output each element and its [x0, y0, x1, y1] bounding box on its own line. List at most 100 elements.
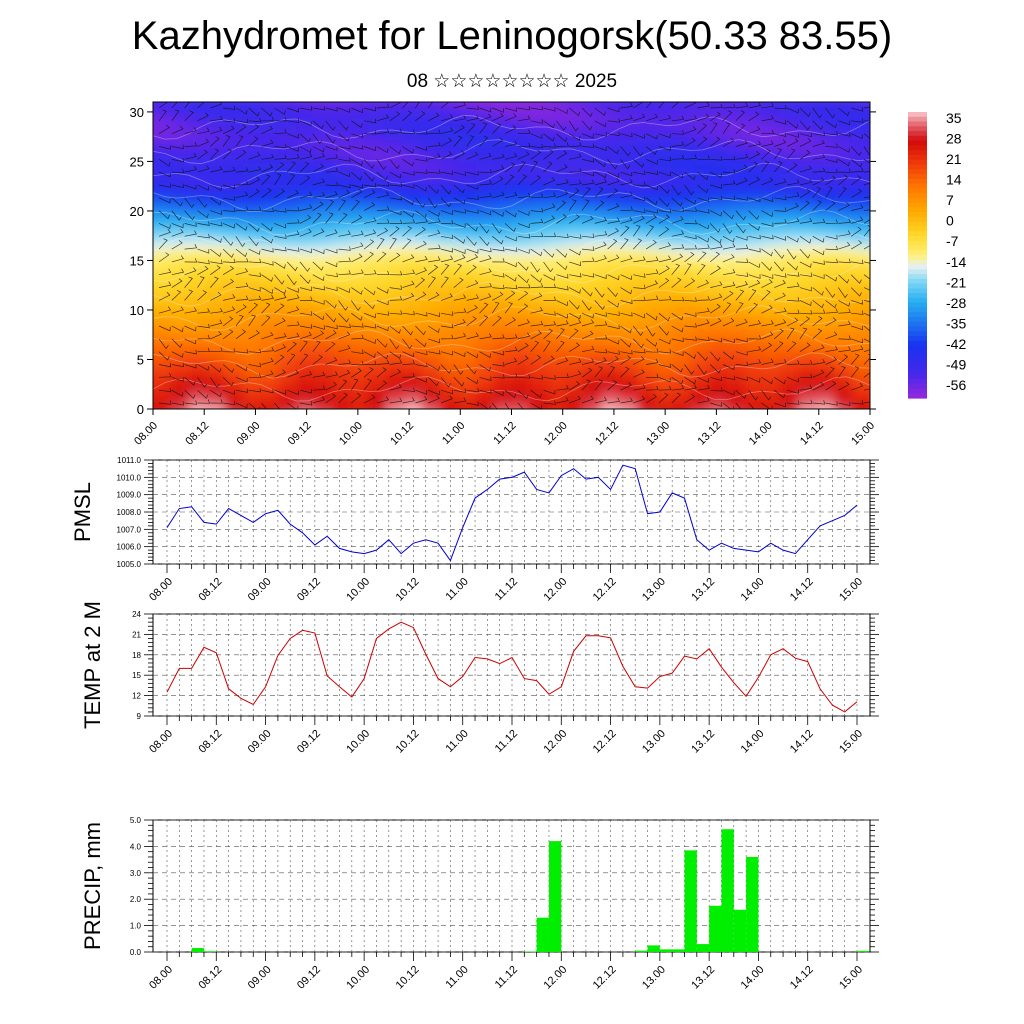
- heatmap-cell: [672, 362, 692, 372]
- wind-barb: [261, 302, 271, 314]
- wind-barb: [697, 319, 710, 327]
- wind-barb: [184, 184, 197, 190]
- colorbar-swatch: [908, 355, 927, 361]
- wind-barb: [351, 393, 362, 404]
- wind-barb: [325, 229, 338, 237]
- heatmap-cell: [816, 393, 835, 403]
- wind-barb: [504, 235, 517, 242]
- heatmap-cell: [314, 163, 334, 172]
- wind-barb: [581, 319, 595, 327]
- x-tick-label: 10.00: [344, 576, 372, 604]
- heatmap-cell: [511, 178, 531, 188]
- wind-barb: [774, 161, 783, 173]
- heatmap-cell: [870, 125, 889, 133]
- heatmap-cell: [816, 332, 835, 341]
- heatmap-cell: [260, 117, 280, 126]
- wind-barb: [171, 210, 182, 221]
- wind-barb: [351, 287, 363, 295]
- x-tick-label: 13.00: [640, 728, 668, 756]
- wind-barb: [697, 351, 708, 361]
- wind-barb: [338, 287, 351, 294]
- wind-barb: [184, 222, 197, 227]
- heatmap-cell: [636, 178, 656, 188]
- heatmap-cell: [457, 148, 477, 157]
- heatmap-cell: [708, 370, 728, 380]
- wind-barb: [581, 287, 593, 297]
- wind-barb: [863, 274, 870, 280]
- heatmap-cell: [475, 178, 495, 188]
- heatmap-cell: [439, 316, 459, 326]
- wind-barb: [210, 235, 222, 243]
- colorbar-label: 0: [946, 213, 954, 229]
- heatmap-cell: [852, 102, 870, 111]
- heatmap-cell: [583, 217, 602, 226]
- heatmap-cell: [421, 332, 441, 341]
- wind-barb: [351, 242, 364, 250]
- wind-barb: [197, 149, 208, 160]
- heatmap-cell: [332, 217, 351, 226]
- y-axis-label: PRECIP, mm: [80, 822, 105, 950]
- heatmap-cell: [475, 163, 495, 172]
- wind-barb: [415, 210, 427, 219]
- heatmap-cell: [762, 347, 782, 357]
- heatmap-cell: [744, 209, 764, 218]
- wind-barb: [248, 136, 259, 147]
- wind-barb: [748, 346, 762, 353]
- heatmap-cell: [242, 217, 262, 226]
- wind-barb: [440, 170, 454, 175]
- precip-bar: [857, 950, 870, 952]
- heatmap-cell: [224, 370, 244, 380]
- heatmap-cell: [529, 286, 549, 295]
- heatmap-cell: [457, 224, 477, 234]
- colorbar-swatch: [908, 131, 927, 137]
- heatmap-cell: [350, 362, 369, 372]
- heatmap-cell: [601, 232, 620, 241]
- heatmap-cell: [798, 339, 818, 349]
- heatmap-cell: [619, 393, 638, 403]
- wind-barb: [838, 308, 851, 314]
- heatmap-cell: [368, 209, 387, 218]
- heatmap-cell: [278, 102, 298, 111]
- wind-barb: [158, 325, 171, 332]
- wind-barb: [735, 302, 744, 314]
- wind-barb: [722, 243, 736, 250]
- heatmap-cell: [690, 301, 710, 311]
- heatmap-cell: [601, 125, 620, 134]
- heatmap-cell: [583, 309, 602, 318]
- heatmap-cell: [421, 278, 441, 287]
- wind-barb: [581, 300, 592, 311]
- heatmap-cell: [744, 370, 764, 380]
- heatmap-cell: [870, 325, 889, 333]
- heatmap-cell: [744, 186, 764, 195]
- heatmap-cell: [583, 270, 602, 280]
- heatmap-cell: [762, 286, 782, 295]
- heatmap-cell: [278, 332, 298, 341]
- heatmap-cell: [565, 217, 584, 226]
- wind-barb: [671, 130, 685, 135]
- heatmap-cell: [314, 178, 334, 188]
- heatmap-cell: [278, 117, 298, 126]
- wind-barb: [248, 402, 260, 409]
- wind-barb: [274, 188, 286, 199]
- colorbar-swatch: [908, 297, 927, 304]
- heatmap-cell: [188, 332, 208, 341]
- wind-barb: [248, 166, 262, 173]
- wind-barb: [440, 255, 454, 263]
- y-tick-label: 5: [137, 352, 144, 367]
- heatmap-cell: [762, 109, 782, 119]
- heatmap-cell: [780, 224, 800, 234]
- heatmap-cell: [601, 263, 620, 272]
- heatmap-cell: [296, 148, 316, 157]
- heatmap-cell: [403, 201, 423, 211]
- heatmap-cell: [439, 163, 459, 172]
- wind-barb: [505, 247, 518, 252]
- heatmap-cell: [188, 240, 208, 249]
- heatmap-cell: [153, 194, 172, 203]
- wind-barb: [402, 184, 415, 189]
- heatmap-cell: [744, 293, 764, 303]
- heatmap-cell: [493, 339, 513, 349]
- heatmap-cell: [708, 316, 728, 326]
- wind-barb: [543, 161, 553, 173]
- colorbar-swatch: [908, 207, 927, 213]
- heatmap-cell: [798, 409, 817, 417]
